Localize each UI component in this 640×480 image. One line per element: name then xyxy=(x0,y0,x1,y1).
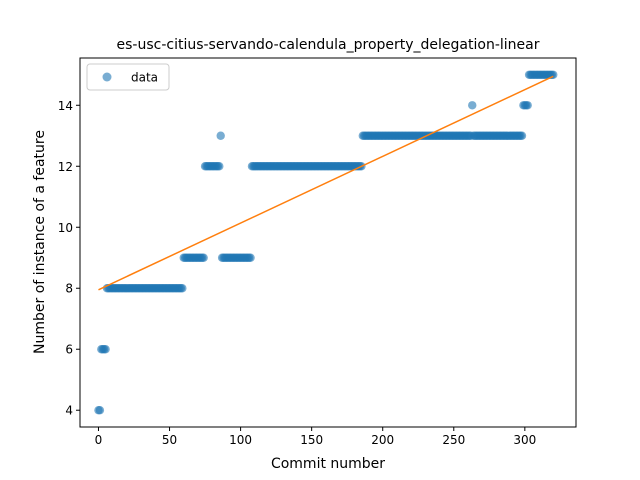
x-tick-label: 100 xyxy=(229,433,252,447)
legend-marker-data xyxy=(102,72,112,82)
x-tick-label: 250 xyxy=(442,433,465,447)
x-tick-label: 0 xyxy=(95,433,103,447)
y-tick-label: 10 xyxy=(58,221,73,235)
y-tick-label: 4 xyxy=(65,404,73,418)
axes: 0 50 100 150 200 250 300 4 6 8 10 12 14 xyxy=(58,57,577,447)
y-tick-label: 8 xyxy=(65,282,73,296)
data-point xyxy=(215,162,224,171)
x-axis-label: Commit number xyxy=(271,456,385,472)
y-tick-label: 14 xyxy=(58,99,73,113)
data-point xyxy=(199,253,208,262)
legend-box xyxy=(86,63,170,91)
data-point xyxy=(468,101,477,110)
legend: data xyxy=(86,63,170,91)
y-tick-label: 12 xyxy=(58,160,73,174)
x-tick-label: 300 xyxy=(513,433,536,447)
data-point xyxy=(517,131,527,140)
data-point xyxy=(523,101,532,110)
data-point xyxy=(178,284,187,293)
axes-frame xyxy=(79,57,577,428)
x-tick-label: 50 xyxy=(162,433,177,447)
data-point xyxy=(216,131,225,140)
legend-label-data: data xyxy=(131,71,158,85)
data-point xyxy=(101,345,110,354)
fit-line xyxy=(98,75,554,291)
chart-title: es-usc-citius-servando-calendula_propert… xyxy=(117,37,540,53)
x-tick-label: 200 xyxy=(371,433,394,447)
data-point xyxy=(246,253,255,262)
x-tick-label: 150 xyxy=(300,433,323,447)
plot-area xyxy=(94,70,558,415)
y-axis-label: Number of instance of a feature xyxy=(32,130,48,354)
data-point xyxy=(95,406,105,415)
y-tick-label: 6 xyxy=(65,343,73,357)
